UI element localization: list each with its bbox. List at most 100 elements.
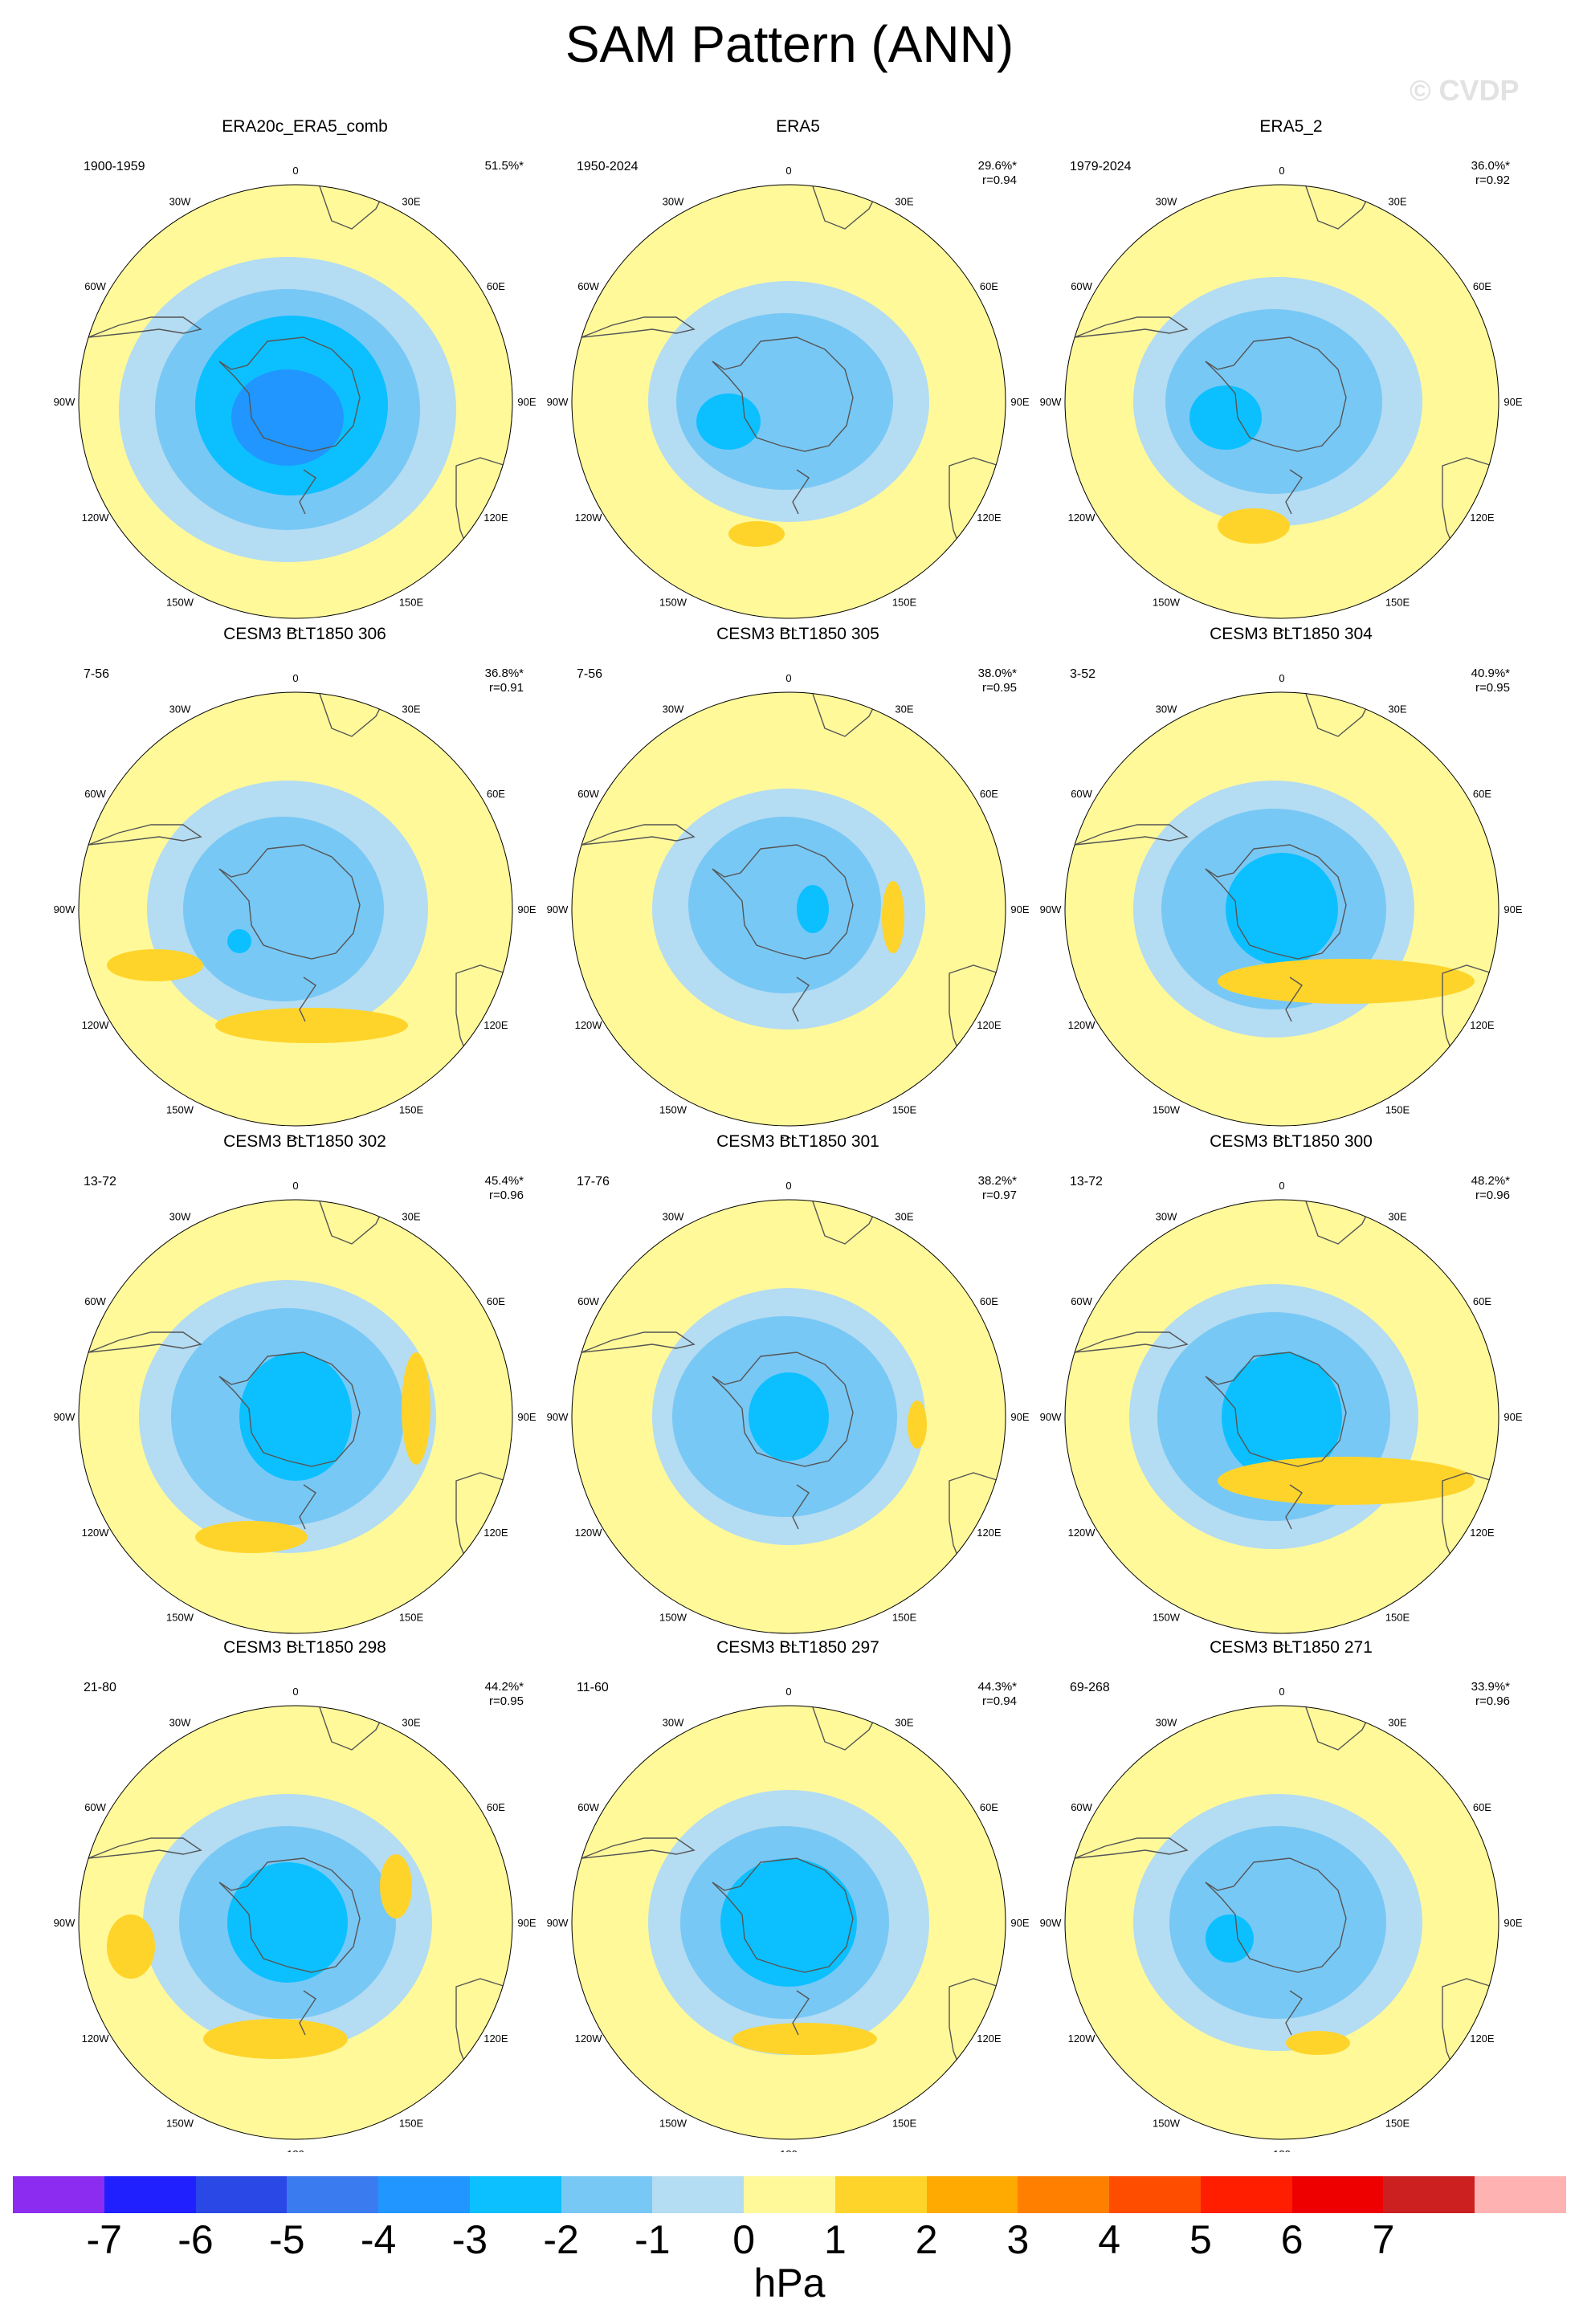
africa-coastline: [319, 186, 385, 230]
contour-fill-negative: [696, 393, 761, 450]
longitude-label: 30E: [1388, 1717, 1406, 1729]
longitude-label: 60E: [1473, 1295, 1491, 1307]
longitude-label: 120W: [575, 512, 603, 524]
longitude-label: 120W: [82, 2032, 110, 2045]
panel-years: 1979-2024: [1070, 160, 1132, 173]
longitude-label: 0: [1279, 1180, 1284, 1192]
antarctica-coastline: [1205, 336, 1347, 452]
longitude-label: 150W: [166, 2117, 194, 2129]
contour-fill-positive: [402, 1352, 430, 1465]
variance-explained: 48.2%*: [1471, 1174, 1510, 1188]
variance-explained: 44.3%*: [977, 1680, 1017, 1694]
polar-map: 0 30E 60E 90E 120E 150E 180 150W 120W 90W 60W 30W: [547, 165, 1030, 631]
new-zealand-coastline: [1285, 469, 1303, 515]
antarctica-coastline: [218, 1352, 361, 1467]
longitude-label: 120W: [82, 512, 110, 524]
longitude-label: 60E: [1473, 280, 1491, 292]
longitude-label: 150E: [892, 1611, 917, 1623]
colorbar-unit: hPa: [753, 2261, 826, 2306]
longitude-label: 60W: [84, 1801, 106, 1813]
longitude-label: 30E: [402, 196, 420, 208]
longitude-label: 180: [780, 1135, 798, 1139]
longitude-label: 120W: [1068, 512, 1096, 524]
map-border: [571, 1705, 1006, 2140]
colorbar-cell: [744, 2176, 835, 2213]
polar-map: 0 30E 60E 90E 120E 150E 180 150W 120W 90W 60W 30W: [54, 672, 537, 1139]
watermark: © CVDP: [1410, 74, 1520, 107]
map-panel: CESM3 BLT1850 298 21-80 44.2%* r=0.95 0 30E 60…: [42, 1638, 568, 2152]
longitude-label: 180: [1273, 1642, 1291, 1646]
longitude-label: 90E: [1010, 396, 1029, 408]
longitude-label: 90W: [54, 1917, 75, 1929]
new-zealand-coastline: [1285, 976, 1303, 1022]
panel-title: ERA20c_ERA5_comb: [222, 117, 388, 136]
longitude-label: 30E: [1388, 1211, 1406, 1223]
map-border: [78, 1705, 513, 2140]
longitude-label: 120W: [575, 1527, 603, 1539]
longitude-label: 60E: [487, 280, 505, 292]
longitude-label: 60W: [577, 1295, 599, 1307]
polar-map: 0 30E 60E 90E 120E 150E 180 150W 120W 90W 60W 30W: [547, 1180, 1030, 1646]
colorbar-tick-label: -2: [543, 2217, 579, 2262]
longitude-label: 150W: [1153, 596, 1181, 608]
polar-map: 0 30E 60E 90E 120E 150E 180 150W 120W 90W 60W 30W: [547, 1686, 1030, 2152]
map-panel: ERA20c_ERA5_comb 1900-1959 51.5%* 0 30E 60E 90…: [42, 117, 568, 631]
contour-fill-negative: [688, 817, 881, 993]
longitude-label: 180: [1273, 2148, 1291, 2152]
colorbar-tick-label: -5: [269, 2217, 305, 2262]
panel-title: CESM3 BLT1850 301: [716, 1132, 879, 1151]
longitude-label: 150W: [1153, 1103, 1181, 1115]
longitude-label: 180: [287, 627, 304, 631]
colorbar-cell: [1475, 2176, 1567, 2213]
longitude-label: 90E: [1010, 1411, 1029, 1423]
longitude-label: 60W: [577, 1801, 599, 1813]
africa-coastline: [812, 693, 878, 737]
longitude-label: 120E: [1470, 1019, 1495, 1031]
polar-map: 0 30E 60E 90E 120E 150E 180 150W 120W 90W 60W 30W: [54, 165, 537, 631]
africa-coastline: [319, 1706, 385, 1751]
variance-explained: 38.0%*: [977, 667, 1017, 680]
longitude-label: 60W: [1071, 1801, 1092, 1813]
map-border: [571, 691, 1006, 1127]
longitude-label: 90E: [517, 903, 536, 915]
longitude-label: 120W: [82, 1019, 110, 1031]
contour-fill-negative: [1206, 1914, 1254, 1963]
longitude-label: 180: [1273, 1135, 1291, 1139]
pattern-correlation: r=0.96: [489, 1189, 524, 1202]
longitude-label: 0: [1279, 165, 1284, 177]
longitude-label: 30E: [402, 1211, 420, 1223]
pattern-correlation: r=0.91: [489, 681, 524, 695]
variance-explained: 36.8%*: [484, 667, 524, 680]
polar-map: 0 30E 60E 90E 120E 150E 180 150W 120W 90W 60W 30W: [547, 672, 1030, 1139]
panel-stats: 40.9%* r=0.95: [1471, 667, 1510, 695]
panel-stats: 33.9%* r=0.96: [1471, 1680, 1510, 1709]
longitude-label: 0: [292, 1180, 298, 1192]
map-panel: CESM3 BLT1850 306 7-56 36.8%* r=0.91 0 30E 60E…: [42, 625, 568, 1139]
longitude-label: 60W: [577, 280, 599, 292]
longitude-label: 150W: [166, 596, 194, 608]
figure-title: SAM Pattern (ANN): [565, 15, 1014, 73]
panel-title: CESM3 BLT1850 306: [223, 625, 386, 643]
polar-map: 0 30E 60E 90E 120E 150E 180 150W 120W 90W 60W 30W: [54, 1180, 537, 1646]
longitude-label: 90W: [54, 396, 75, 408]
colorbar-tick-label: 7: [1372, 2217, 1395, 2262]
pattern-correlation: r=0.92: [1475, 173, 1510, 187]
longitude-label: 30E: [1388, 703, 1406, 716]
colorbar-cell: [652, 2176, 745, 2213]
polar-map: 0 30E 60E 90E 120E 150E 180 150W 120W 90W 60W 30W: [1040, 672, 1523, 1139]
antarctica-coastline: [712, 1857, 854, 1973]
panel-years: 11-60: [577, 1681, 609, 1694]
contour-fill-positive: [203, 2019, 348, 2059]
map-panel: CESM3 BLT1850 305 7-56 38.0%* r=0.95 0 30E 60E…: [535, 625, 1061, 1139]
longitude-label: 120E: [483, 1527, 508, 1539]
panel-title: CESM3 BLT1850 305: [716, 625, 879, 643]
polar-map: 0 30E 60E 90E 120E 150E 180 150W 120W 90W 60W 30W: [54, 1686, 537, 2152]
contour-fill-negative: [797, 885, 829, 933]
africa-coastline: [1305, 186, 1371, 230]
south-america-coastline: [88, 1837, 202, 1859]
longitude-label: 150E: [399, 596, 424, 608]
map-border: [571, 184, 1006, 619]
longitude-label: 120W: [575, 1019, 603, 1031]
colorbar-cell: [1200, 2176, 1292, 2213]
variance-explained: 44.2%*: [484, 1680, 524, 1694]
